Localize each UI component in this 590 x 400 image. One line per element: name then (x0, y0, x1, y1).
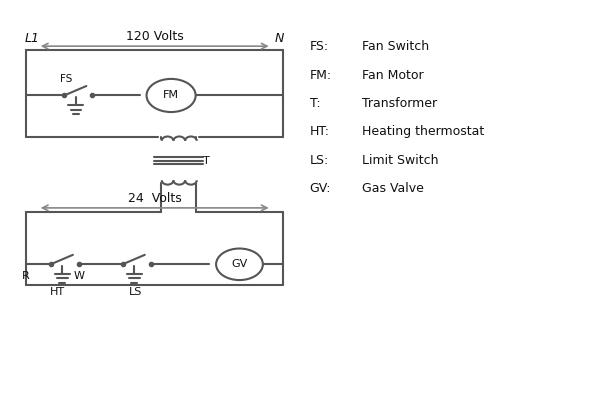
Text: Fan Motor: Fan Motor (362, 69, 424, 82)
Text: Limit Switch: Limit Switch (362, 154, 439, 167)
Text: GV:: GV: (310, 182, 331, 195)
Text: HT: HT (50, 287, 65, 297)
Text: LS: LS (129, 287, 142, 297)
Text: W: W (73, 271, 84, 281)
Text: T:: T: (310, 97, 320, 110)
Text: HT:: HT: (310, 126, 330, 138)
Text: FS:: FS: (310, 40, 329, 53)
Text: R: R (22, 271, 30, 281)
Text: Gas Valve: Gas Valve (362, 182, 424, 195)
Text: N: N (275, 32, 284, 45)
Text: Fan Switch: Fan Switch (362, 40, 430, 53)
Text: FM: FM (163, 90, 179, 100)
Text: T: T (202, 156, 209, 166)
Text: 120 Volts: 120 Volts (126, 30, 183, 43)
Text: Heating thermostat: Heating thermostat (362, 126, 484, 138)
Text: L1: L1 (25, 32, 40, 45)
Text: FM:: FM: (310, 69, 332, 82)
Text: 24  Volts: 24 Volts (128, 192, 182, 205)
Text: Transformer: Transformer (362, 97, 437, 110)
Text: FS: FS (60, 74, 73, 84)
Text: GV: GV (231, 259, 248, 269)
Text: LS:: LS: (310, 154, 329, 167)
